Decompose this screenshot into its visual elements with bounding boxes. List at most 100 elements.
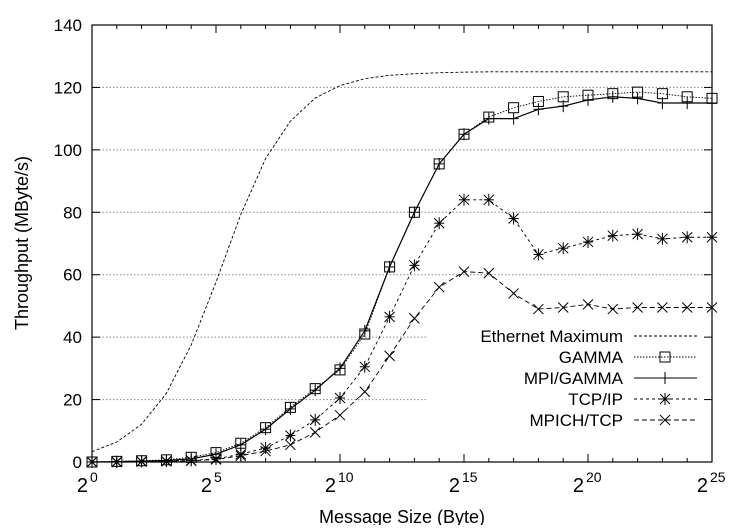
plus-marker [583,93,593,106]
mark-stroke [409,313,420,324]
x-tick-label: 2 [77,475,88,497]
x-tick-exponent: 25 [710,469,726,485]
star-marker [657,232,668,245]
square-marker [508,102,520,114]
x-tick-label: 2 [325,475,336,497]
mark-stroke [359,361,371,373]
star-marker [409,259,420,272]
cross-marker [285,439,296,451]
cross-marker [260,445,271,457]
mark-stroke [458,194,470,206]
cross-marker [607,303,619,315]
plus-marker [660,372,670,384]
mark-stroke [533,303,544,315]
cross-marker [582,299,594,310]
cross-marker [235,450,247,462]
star-marker [659,393,671,405]
star-marker [458,193,470,206]
mark-stroke [285,439,296,451]
mark-stroke [334,392,346,404]
cross-marker [483,267,495,279]
star-marker [334,392,346,405]
cross-marker [334,409,346,421]
mark-stroke [384,311,395,323]
mark-stroke [557,302,569,313]
star-marker [359,360,371,373]
cross-marker [681,302,693,313]
mark-stroke [285,430,296,441]
mark-stroke [309,426,321,438]
star-marker [508,212,519,225]
mark-stroke [607,303,619,315]
mark-stroke [433,217,445,229]
y-tick-label: 80 [63,203,82,222]
mark-stroke [659,393,671,405]
mark-stroke [632,228,643,240]
cross-marker [433,281,445,293]
star-marker [582,235,594,248]
square-mark [508,102,520,114]
cross-marker [409,313,420,324]
plus-marker [483,112,494,125]
cross-marker [557,302,569,313]
legend: Ethernet Maximum GAMMA MPI/GAMMA TCP/IP MPIC… [480,327,697,430]
square-mark [659,351,671,363]
mark-stroke [409,259,420,271]
x-tick-label: 2 [697,475,708,497]
star-marker [384,310,395,323]
star-marker [285,429,296,442]
plus-marker [607,90,618,103]
cross-marker [309,426,321,438]
mark-stroke [483,194,495,206]
cross-marker [632,302,643,313]
cross-marker [384,350,395,362]
x-tick-exponent: 15 [462,469,478,485]
x-tick-label: 2 [201,475,212,497]
cross-marker [659,414,671,426]
plus-marker [434,157,445,170]
star-marker [607,229,619,242]
mark-stroke [235,450,247,462]
x-tick-exponent: 5 [214,469,222,485]
mark-stroke [309,414,321,426]
x-tick-label: 2 [449,475,460,497]
legend-label: Ethernet Maximum [480,327,623,346]
y-tick-label: 120 [54,78,82,97]
cross-marker [533,303,544,315]
mark-stroke [359,386,371,398]
star-marker [533,248,544,261]
y-tick-label: 20 [63,391,82,410]
series-ethernet-maximum [91,71,712,453]
star-marker [433,217,445,230]
cross-marker [359,386,371,398]
plus-marker [310,384,321,397]
plus-marker [260,423,271,436]
mark-stroke [384,350,395,362]
legend-background [428,324,710,434]
y-tick-label: 40 [63,328,82,347]
cross-marker [657,302,668,313]
mark-stroke [557,242,569,254]
star-marker [632,228,643,241]
plus-marker [682,97,693,110]
star-marker [235,448,247,461]
legend-label: MPICH/TCP [530,411,624,430]
star-marker [309,413,321,426]
plus-marker [632,92,643,105]
y-tick-label: 60 [63,266,82,285]
star-marker [681,231,693,244]
legend-label: MPI/GAMMA [524,369,624,388]
x-axis-label: Message Size (Byte) [319,507,485,525]
mark-stroke [260,445,271,457]
mark-stroke [657,233,668,245]
mark-stroke [582,236,594,248]
star-marker [557,242,569,255]
plus-marker [359,324,370,337]
plus-marker [657,97,668,110]
x-tick-label: 2 [573,475,584,497]
y-tick-label: 100 [54,141,82,160]
mark-stroke [659,414,671,426]
mark-stroke [582,299,594,310]
